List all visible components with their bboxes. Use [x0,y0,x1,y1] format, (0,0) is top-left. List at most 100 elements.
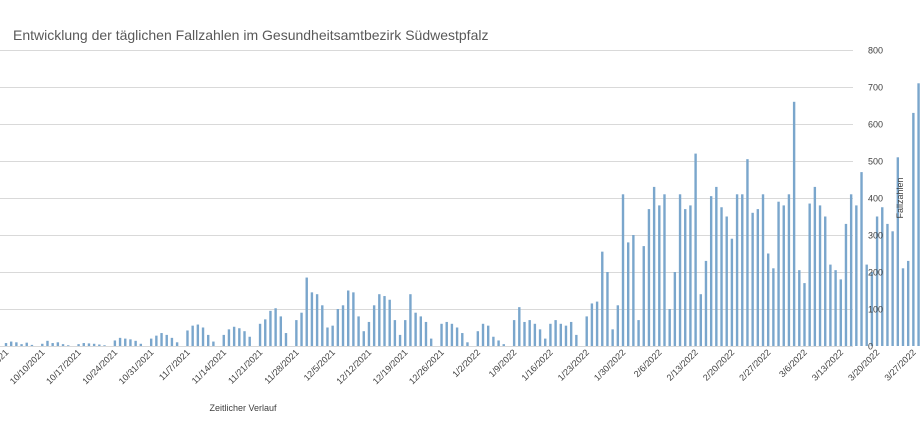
bar [642,246,645,346]
bar [77,344,80,346]
x-tick-label: 1/9/2022 [487,347,519,379]
bar [264,319,267,346]
x-tick-label: 12/12/2021 [334,347,373,386]
bar [917,83,920,347]
bar [813,186,817,346]
bar [30,344,34,346]
bar [476,331,480,346]
bar [808,203,811,346]
bar [849,194,853,346]
bar [559,323,562,346]
bar [585,316,588,346]
bar [440,323,443,346]
bar [886,223,889,346]
x-tick-label: 11/7/2021 [157,347,192,382]
bar [134,340,137,346]
x-tick-label: 1/16/2022 [519,347,554,382]
bar [497,340,500,346]
bar [709,196,713,346]
x-axis-ticks: 10/3/202110/10/202110/17/202110/24/20211… [0,347,918,386]
bar [367,321,371,346]
bar [87,343,91,346]
bar [528,320,531,346]
bar [798,270,801,346]
bar [844,223,848,346]
bar [149,338,153,346]
x-tick-label: 2/13/2022 [665,347,700,382]
bar [741,194,744,346]
bar [518,307,521,346]
bar [901,268,905,346]
bar [41,343,44,346]
x-tick-label: 1/30/2022 [592,347,627,382]
x-tick-label: 10/17/2021 [44,347,83,386]
bar [621,194,625,346]
x-axis-label: Zeitlicher Verlauf [209,403,277,413]
x-tick-label: 3/20/2022 [846,347,881,382]
bar [818,205,822,346]
bar [315,294,319,346]
bar [637,320,640,346]
bar [549,323,552,346]
x-tick-label: 11/28/2021 [262,347,300,385]
bar [601,251,604,346]
bar [15,342,18,346]
bar [839,279,842,346]
bar [429,338,433,346]
bar [595,301,599,346]
bar [564,325,568,346]
y-tick-label: 0 [868,342,873,352]
bar [782,205,785,346]
bar [393,320,397,346]
bar [606,272,609,346]
bar [829,264,832,346]
bar [487,325,490,346]
bar [787,194,791,346]
x-tick-label: 2/27/2022 [737,347,772,382]
bar [20,344,23,346]
bar [326,327,329,346]
bar [232,326,236,346]
bar [715,186,718,346]
y-axis-label: Fallzahlen [895,177,905,218]
x-tick-label: 2/6/2022 [632,347,664,379]
bar [647,209,651,346]
bar [512,320,516,346]
bar [372,305,376,346]
bar [533,323,537,346]
bar [730,238,734,346]
bar [663,194,666,346]
bar [803,283,806,346]
x-tick-label: 3/13/2022 [810,347,845,382]
bar [720,207,723,346]
bar [336,309,340,346]
bar [279,316,283,346]
bar [632,235,635,346]
bar [160,333,163,346]
bar [689,205,692,346]
bar [113,340,117,346]
bar [347,290,350,346]
bar [191,325,194,346]
bar [761,194,765,346]
bar [92,343,96,346]
bar [170,337,174,346]
y-tick-label: 800 [868,46,883,56]
bar [751,212,754,346]
bar [227,329,231,346]
bar [616,305,620,346]
bar [196,324,200,346]
bar [445,321,448,346]
bar [569,321,573,346]
y-axis-ticks: 0 100 200 300 400 500 600 700 800 [868,46,883,352]
bar [51,343,54,346]
bar [891,231,894,346]
bar [492,336,495,346]
bar [212,341,215,346]
bar [248,336,251,346]
bar [772,268,775,346]
bar [9,341,13,346]
bar [274,308,277,346]
bar [658,205,661,346]
